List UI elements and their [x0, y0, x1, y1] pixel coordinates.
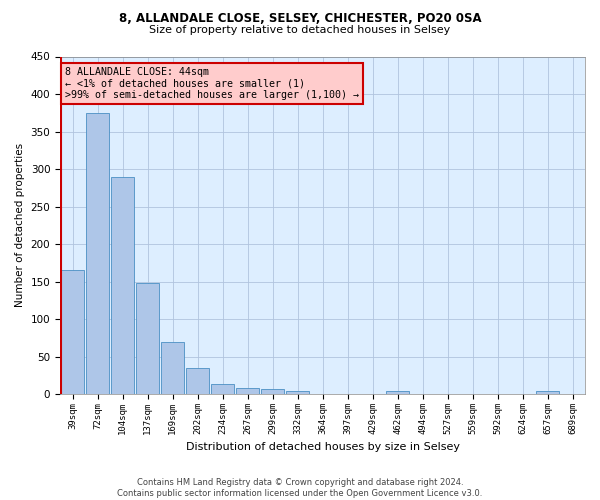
Bar: [186, 368, 209, 394]
Bar: [161, 342, 184, 394]
Bar: [386, 392, 409, 394]
Bar: [86, 113, 109, 394]
Text: Size of property relative to detached houses in Selsey: Size of property relative to detached ho…: [149, 25, 451, 35]
Bar: [236, 388, 259, 394]
Bar: [261, 389, 284, 394]
Bar: [211, 384, 234, 394]
Bar: [111, 176, 134, 394]
Bar: [136, 283, 159, 395]
Bar: [536, 392, 559, 394]
Bar: [61, 270, 84, 394]
Y-axis label: Number of detached properties: Number of detached properties: [15, 144, 25, 308]
X-axis label: Distribution of detached houses by size in Selsey: Distribution of detached houses by size …: [185, 442, 460, 452]
Text: 8, ALLANDALE CLOSE, SELSEY, CHICHESTER, PO20 0SA: 8, ALLANDALE CLOSE, SELSEY, CHICHESTER, …: [119, 12, 481, 26]
Text: Contains HM Land Registry data © Crown copyright and database right 2024.
Contai: Contains HM Land Registry data © Crown c…: [118, 478, 482, 498]
Text: 8 ALLANDALE CLOSE: 44sqm
← <1% of detached houses are smaller (1)
>99% of semi-d: 8 ALLANDALE CLOSE: 44sqm ← <1% of detach…: [65, 66, 359, 100]
Bar: [286, 392, 309, 394]
